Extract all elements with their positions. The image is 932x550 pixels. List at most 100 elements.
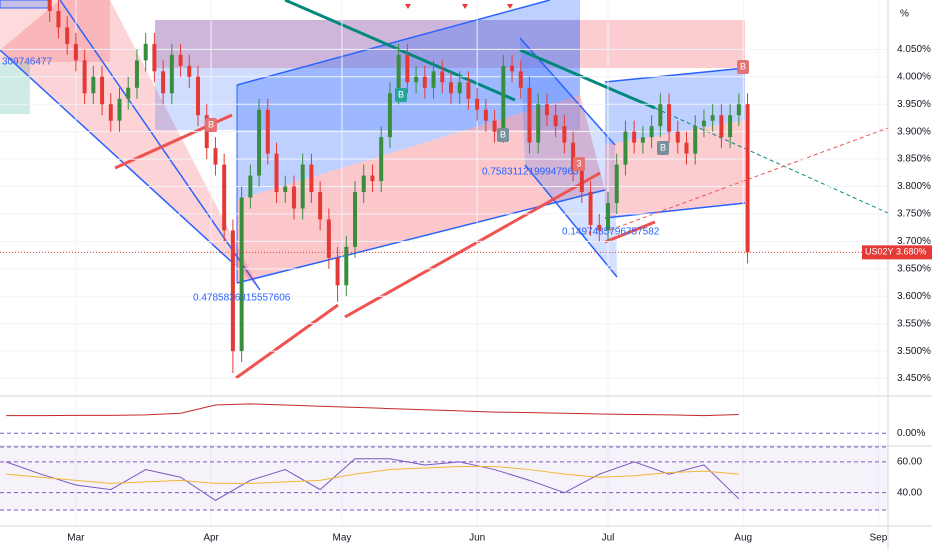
candle-body: [475, 98, 480, 110]
candle-body: [73, 43, 78, 61]
candle-body: [361, 175, 366, 193]
candle-body: [597, 224, 602, 231]
candle-body: [745, 104, 750, 253]
candle-body: [56, 10, 61, 28]
zone: [0, 0, 110, 62]
channel-line: [0, 49, 236, 266]
candle-body: [701, 120, 706, 127]
y-tick-label: 3.950%: [897, 99, 931, 110]
signal-badge: [657, 141, 669, 155]
candle-body: [248, 175, 253, 198]
candle-body: [100, 76, 105, 105]
candle-body: [91, 76, 96, 94]
candle-body: [736, 104, 741, 116]
candle-body: [536, 104, 541, 143]
candle-body: [640, 137, 645, 143]
candle-body: [169, 54, 174, 94]
annotation: 0.7583112199947963: [482, 167, 579, 178]
candle-body: [728, 115, 733, 138]
y-tick-label: 3.800%: [897, 181, 931, 192]
y-tick-label: 3.700%: [897, 236, 931, 247]
candle-body: [693, 126, 698, 154]
candle-body: [544, 104, 549, 116]
candle-body: [448, 82, 453, 94]
signal-label: B: [500, 129, 506, 139]
candle-body: [588, 192, 593, 225]
candle-body: [396, 54, 401, 94]
candle-body: [134, 60, 139, 88]
candle-body: [257, 109, 262, 176]
channel-line: [604, 202, 746, 219]
drawings: [0, 0, 889, 380]
x-tick-label: Jul: [602, 533, 615, 544]
candle-body: [405, 54, 410, 83]
signal-badge: [205, 118, 217, 132]
candle-body: [562, 126, 567, 143]
signal-label: 3: [576, 158, 581, 168]
y-tick-label: 3.550%: [897, 318, 931, 329]
y-tick-label: 3.900%: [897, 126, 931, 137]
candle-body: [614, 164, 619, 203]
candle-body: [335, 257, 340, 286]
channel: [0, 0, 260, 290]
candle-body: [344, 246, 349, 286]
candle-body: [414, 76, 419, 83]
candle-body: [222, 164, 227, 231]
candle-body: [571, 142, 576, 171]
rsi-band: [0, 448, 888, 510]
candle-body: [65, 27, 70, 44]
y-tick-label: 3.750%: [897, 209, 931, 220]
trend-line: [519, 48, 656, 110]
candle-body: [187, 65, 192, 77]
indicator-line: [5, 458, 740, 501]
channel-line: [604, 67, 746, 83]
candle-body: [457, 82, 462, 94]
y-tick-label: 40.00: [897, 487, 922, 498]
x-tick-label: May: [332, 533, 351, 544]
channel: [520, 38, 617, 277]
candle-body: [213, 148, 218, 165]
candle-body: [492, 120, 497, 132]
signal-badge: [395, 88, 407, 102]
y-tick-label: 3.650%: [897, 263, 931, 274]
signal-badge: [573, 157, 585, 171]
candle-body: [658, 104, 663, 127]
candle-body: [47, 0, 52, 11]
signal-label: B: [208, 119, 214, 129]
zone: [0, 0, 51, 9]
zone: [155, 20, 580, 130]
x-tick-label: Jun: [469, 533, 485, 544]
x-tick-label: Sep: [870, 533, 888, 544]
trend-line: [344, 171, 601, 319]
candle-body: [196, 76, 201, 116]
marker: [507, 4, 513, 9]
candle-body: [440, 71, 445, 83]
signal-label: B: [740, 61, 746, 71]
candle-body: [684, 142, 689, 154]
candle-body: [483, 109, 488, 121]
x-tick-label: Aug: [734, 533, 752, 544]
zone: [155, 20, 745, 68]
candle-body: [353, 192, 358, 247]
y-tick-label: 4.000%: [897, 71, 931, 82]
candle-body: [431, 71, 436, 88]
y-unit: %: [900, 9, 909, 20]
candle-body: [649, 126, 654, 138]
trend-line: [604, 220, 656, 244]
candle-body: [632, 131, 637, 143]
y-tick-label: 3.500%: [897, 346, 931, 357]
candle-body: [553, 115, 558, 127]
candle-body: [117, 98, 122, 121]
candle-body: [527, 87, 532, 143]
candle-body: [274, 153, 279, 193]
plot: [0, 0, 888, 501]
candle-body: [161, 71, 166, 94]
candle-body: [152, 43, 157, 72]
candle-body: [318, 192, 323, 220]
candle-body: [300, 164, 305, 209]
trend-line: [235, 303, 339, 380]
price-tag: [862, 245, 932, 260]
candle-body: [370, 175, 375, 182]
candle-body: [710, 115, 715, 121]
